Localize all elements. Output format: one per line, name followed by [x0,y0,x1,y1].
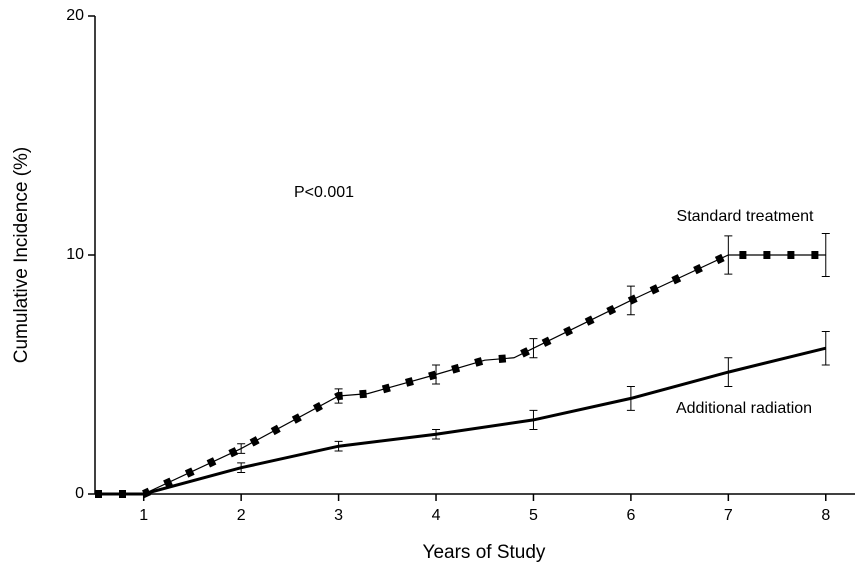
y-tick-label: 0 [75,485,84,502]
x-axis-label: Years of Study [423,542,546,563]
error-bar [334,388,343,404]
y-tick-label: 20 [66,7,84,24]
x-tick-label: 1 [139,507,148,524]
error-bar [432,364,441,385]
x-tick-label: 7 [724,507,733,524]
error-bar [237,462,246,473]
x-tick-label: 5 [529,507,538,524]
x-tick-label: 3 [334,507,343,524]
series-label: Additional radiation [676,400,812,417]
error-bar [626,385,635,411]
error-bar [724,357,733,387]
error-bar [821,330,830,366]
error-bar [529,409,538,430]
series-line [95,346,827,496]
error-bar [334,440,343,452]
annotation: P<0.001 [294,184,354,201]
y-axis-label: Cumulative Incidence (%) [11,147,32,363]
error-bar [821,232,830,278]
x-tick-label: 8 [821,507,830,524]
error-bar [529,338,538,359]
series-line [95,254,826,495]
series-label: Standard treatment [677,208,815,225]
error-bar [237,443,246,454]
error-bar [724,235,733,275]
error-bar [626,285,635,316]
x-tick-label: 2 [237,507,246,524]
x-tick-label: 4 [432,507,441,524]
y-tick-label: 10 [66,246,84,263]
x-tick-label: 6 [626,507,635,524]
error-bar [432,428,441,440]
